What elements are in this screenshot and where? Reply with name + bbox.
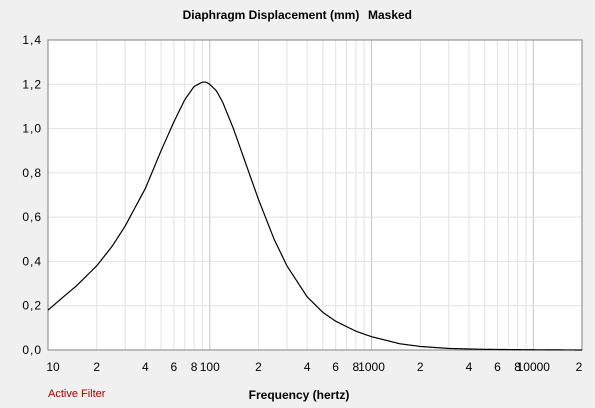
- x-tick-label: 6: [494, 360, 501, 374]
- x-tick-label: 2: [417, 360, 424, 374]
- y-tick-label: 0,8: [22, 166, 42, 180]
- x-tick-label: 8: [191, 360, 198, 374]
- y-tick-label: 0,2: [22, 299, 42, 313]
- x-tick-label: 8: [353, 360, 360, 374]
- y-tick-label: 1,2: [22, 77, 42, 91]
- grid: [48, 40, 582, 350]
- y-tick-label: 0,4: [22, 254, 42, 268]
- y-tick-label: 0,0: [22, 343, 42, 357]
- x-tick-label: 8: [514, 360, 521, 374]
- y-axis-ticks: 0,0 0,2 0,4 0,6 0,8 1,0 1,2 1,4: [22, 33, 42, 357]
- chart-title: Diaphragm Displacement (mm): [183, 8, 360, 22]
- x-tick-label: 6: [332, 360, 339, 374]
- y-tick-label: 1,0: [22, 122, 42, 136]
- x-tick-label: 2: [93, 360, 100, 374]
- x-tick-label: 2: [576, 360, 583, 374]
- x-tick-label: 2: [255, 360, 262, 374]
- plot-area: [48, 40, 582, 350]
- y-tick-label: 0,6: [22, 210, 42, 224]
- y-tick-label: 1,4: [22, 33, 42, 47]
- plot-frame: [47, 39, 583, 351]
- x-tick-label: 10: [46, 360, 60, 374]
- x-tick-label: 10000: [517, 360, 551, 374]
- series-line: [47, 81, 583, 351]
- active-filter-label: Active Filter: [48, 388, 106, 400]
- x-tick-label: 4: [304, 360, 311, 374]
- x-tick-label: 4: [466, 360, 473, 374]
- x-tick-label: 1000: [358, 360, 385, 374]
- x-tick-label: 4: [142, 360, 149, 374]
- x-axis-label: Frequency (hertz): [249, 388, 350, 402]
- chart-subtitle: Masked: [368, 8, 412, 22]
- x-tick-label: 100: [200, 360, 220, 374]
- x-tick-label: 6: [171, 360, 178, 374]
